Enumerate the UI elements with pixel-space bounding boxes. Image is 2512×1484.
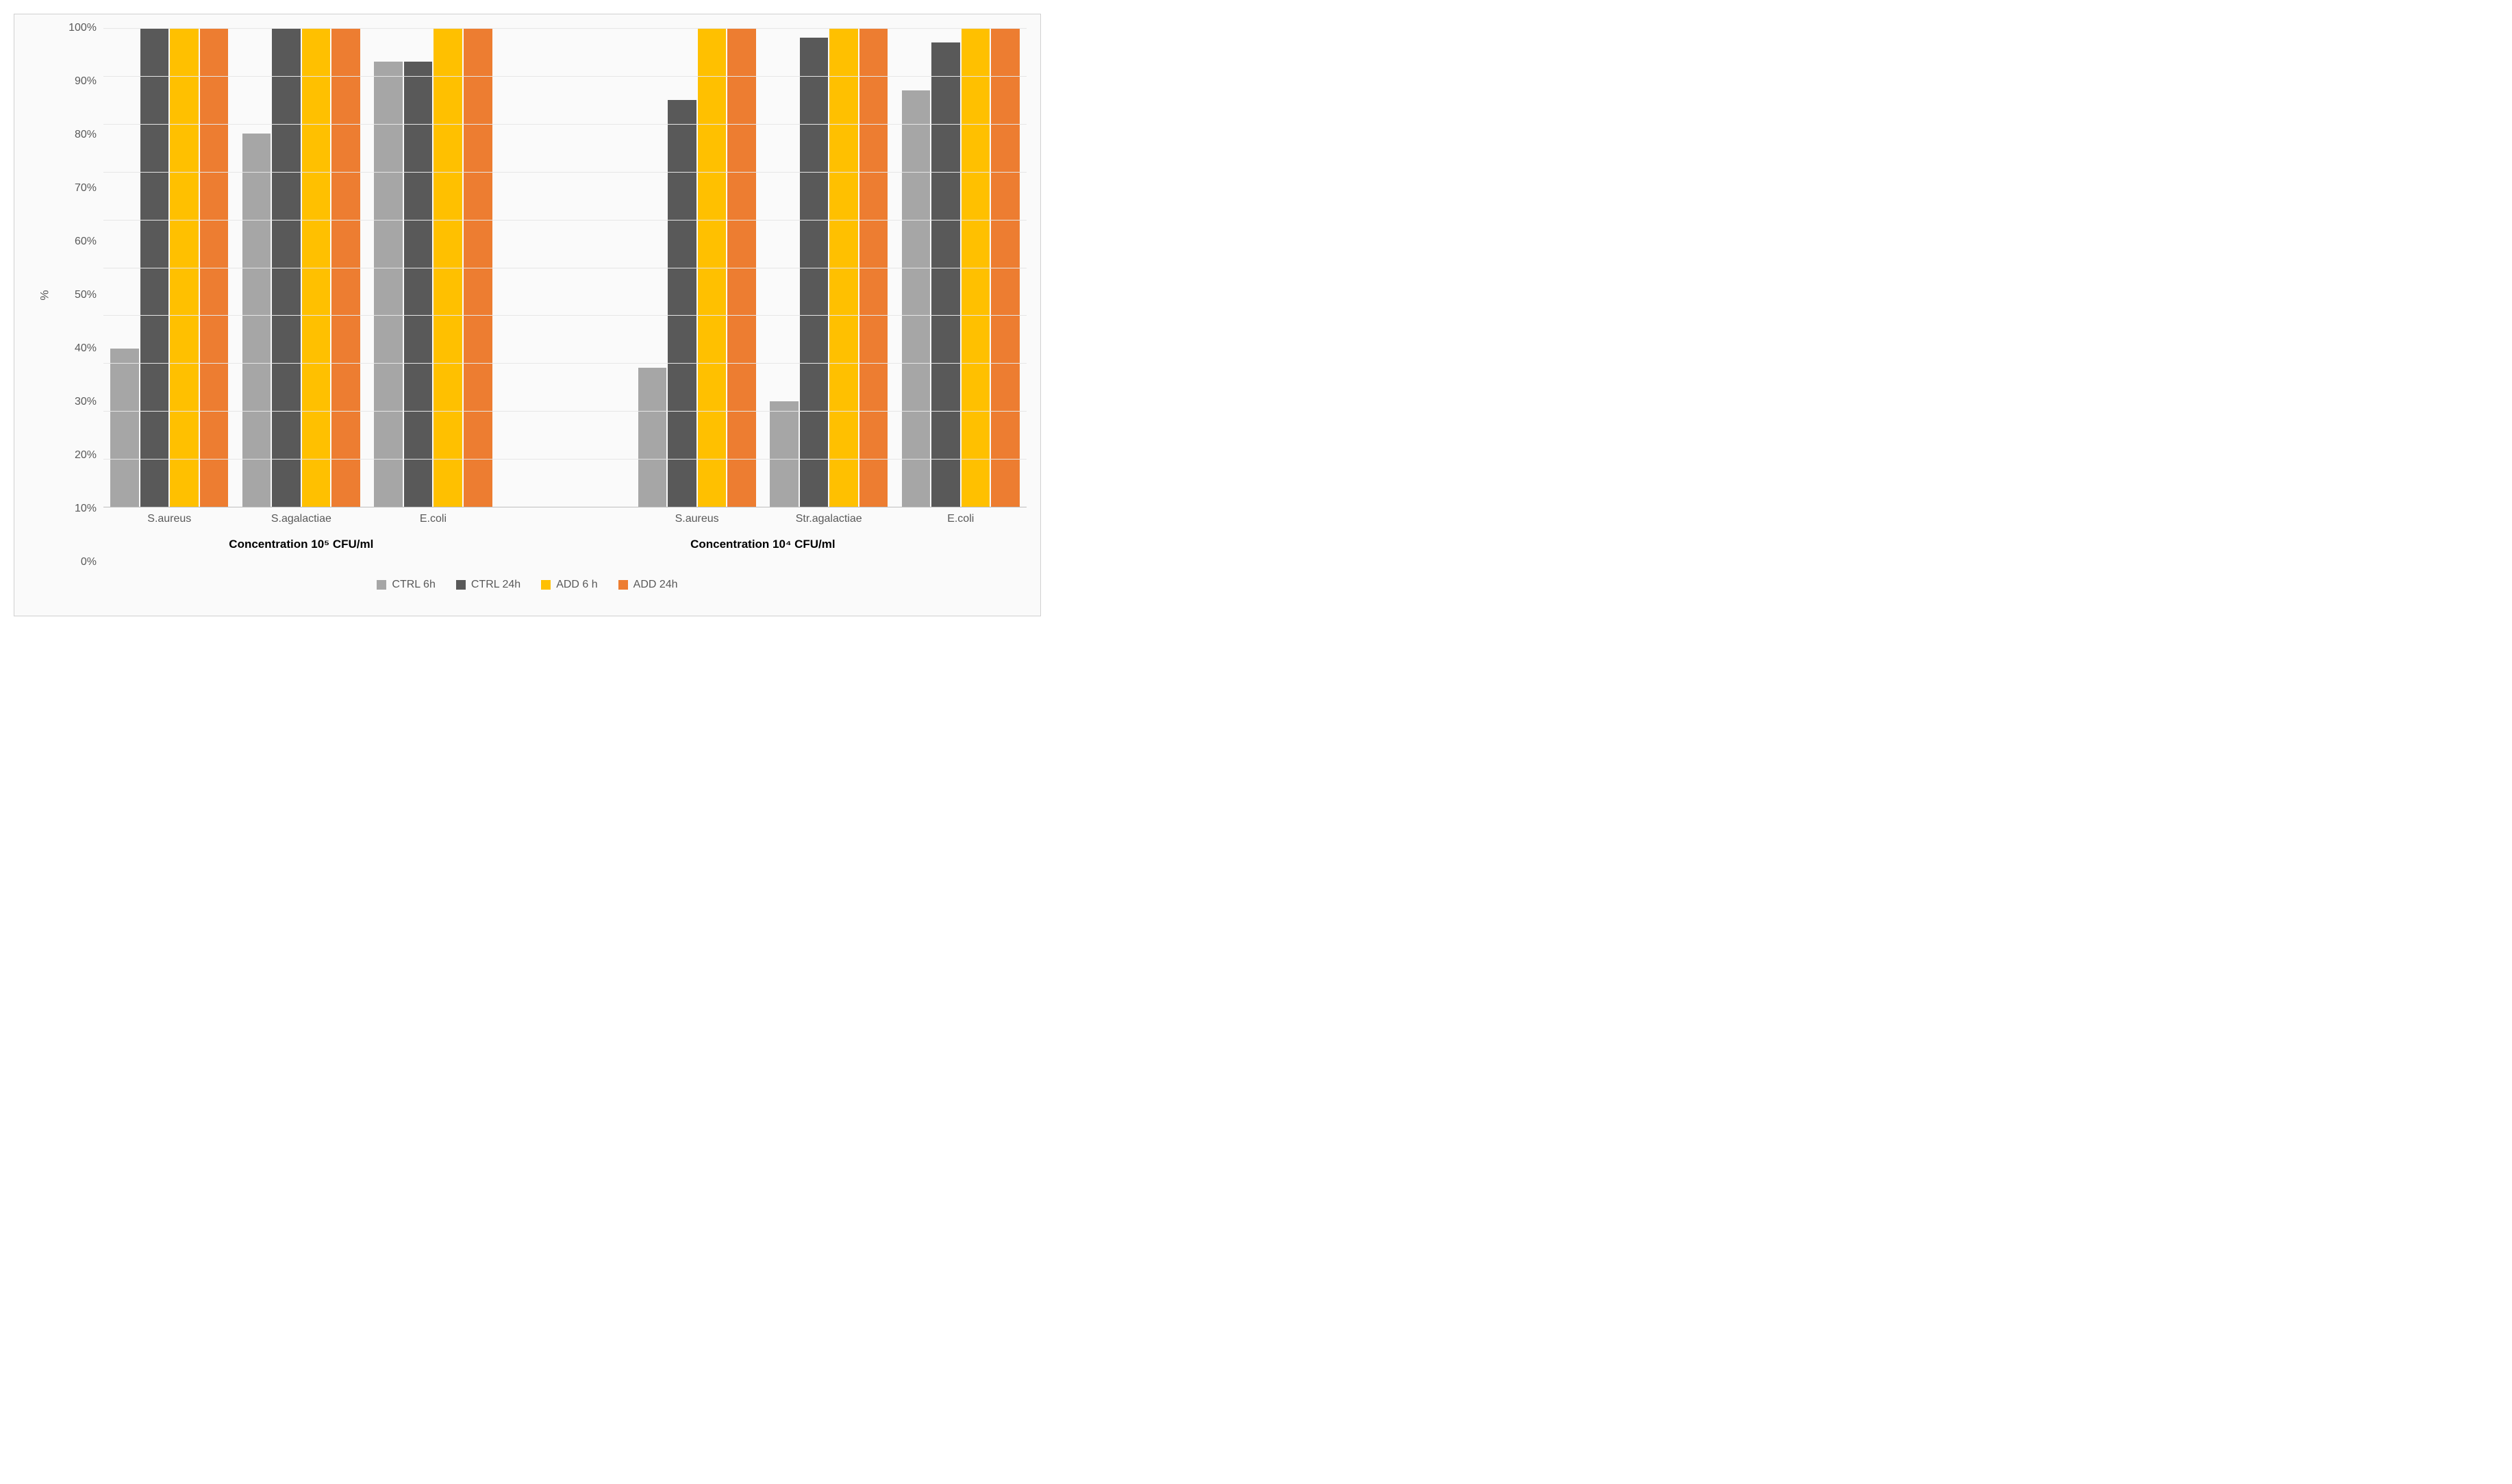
bar [902, 90, 931, 507]
x-category-label: S.aureus [103, 507, 236, 535]
y-tick-label: 60% [75, 236, 97, 248]
plot-column: S.aureusS.agalactiaeE.coliS.aureusStr.ag… [103, 28, 1027, 562]
legend-item: CTRL 24h [456, 579, 520, 591]
gridline [103, 220, 1027, 221]
chart-container: % 0% 10% 20% 30% 40% 50% 60% 70% 80% 90% 100% S.au… [14, 14, 1041, 616]
legend-swatch [618, 580, 628, 590]
bar [404, 62, 433, 507]
bar [770, 401, 799, 507]
legend-item: CTRL 6h [377, 579, 435, 591]
x-category-label: S.agalactiae [236, 507, 368, 535]
legend-item: ADD 6 h [541, 579, 597, 591]
y-axis-label-col: % [28, 28, 62, 562]
y-tick-label: 90% [75, 75, 97, 88]
legend: CTRL 6h CTRL 24h ADD 6 h ADD 24h [28, 568, 1027, 602]
x-category-label: E.coli [894, 507, 1027, 535]
bar [668, 100, 696, 507]
bar [800, 38, 829, 507]
legend-label: ADD 24h [633, 579, 678, 591]
x-category-label: E.coli [367, 507, 499, 535]
gridline [103, 411, 1027, 412]
legend-swatch [541, 580, 551, 590]
y-tick-label: 20% [75, 449, 97, 462]
section-label: Concentration 10⁵ CFU/ml [229, 538, 373, 551]
gridline [103, 28, 1027, 29]
chart-body: % 0%10%20%30%40%50%60%70%80%90%100% S.au… [28, 28, 1027, 562]
y-tick-label: 40% [75, 342, 97, 355]
gridline [103, 76, 1027, 77]
gridline [103, 124, 1027, 125]
bar [110, 349, 139, 507]
x-axis-categories: S.aureusS.agalactiaeE.coliS.aureusStr.ag… [103, 507, 1027, 535]
x-category-label: Str.agalactiae [763, 507, 895, 535]
gridline [103, 315, 1027, 316]
legend-label: CTRL 6h [392, 579, 435, 591]
y-axis-ticks: 0%10%20%30%40%50%60%70%80%90%100% [62, 28, 103, 562]
legend-swatch [377, 580, 386, 590]
legend-label: ADD 6 h [556, 579, 597, 591]
gridline [103, 459, 1027, 460]
plot-area [103, 28, 1027, 507]
gridline [103, 172, 1027, 173]
x-category-label: S.aureus [631, 507, 763, 535]
y-tick-label: 0% [81, 556, 97, 568]
section-label: Concentration 10⁴ CFU/ml [690, 538, 836, 551]
y-tick-label: 30% [75, 396, 97, 408]
bar [931, 42, 960, 507]
legend-label: CTRL 24h [471, 579, 520, 591]
y-axis-label: % [38, 290, 52, 300]
legend-item: ADD 24h [618, 579, 678, 591]
legend-swatch [456, 580, 466, 590]
bar [242, 134, 271, 507]
y-tick-label: 10% [75, 503, 97, 515]
y-tick-label: 50% [75, 289, 97, 301]
section-labels-row: Concentration 10⁵ CFU/ml Concentration 10… [103, 535, 1027, 562]
y-tick-label: 70% [75, 182, 97, 194]
y-tick-label: 100% [68, 22, 97, 34]
bar [374, 62, 403, 507]
bar [638, 368, 667, 507]
gridline [103, 363, 1027, 364]
x-category-label [499, 507, 631, 535]
y-tick-label: 80% [75, 129, 97, 141]
